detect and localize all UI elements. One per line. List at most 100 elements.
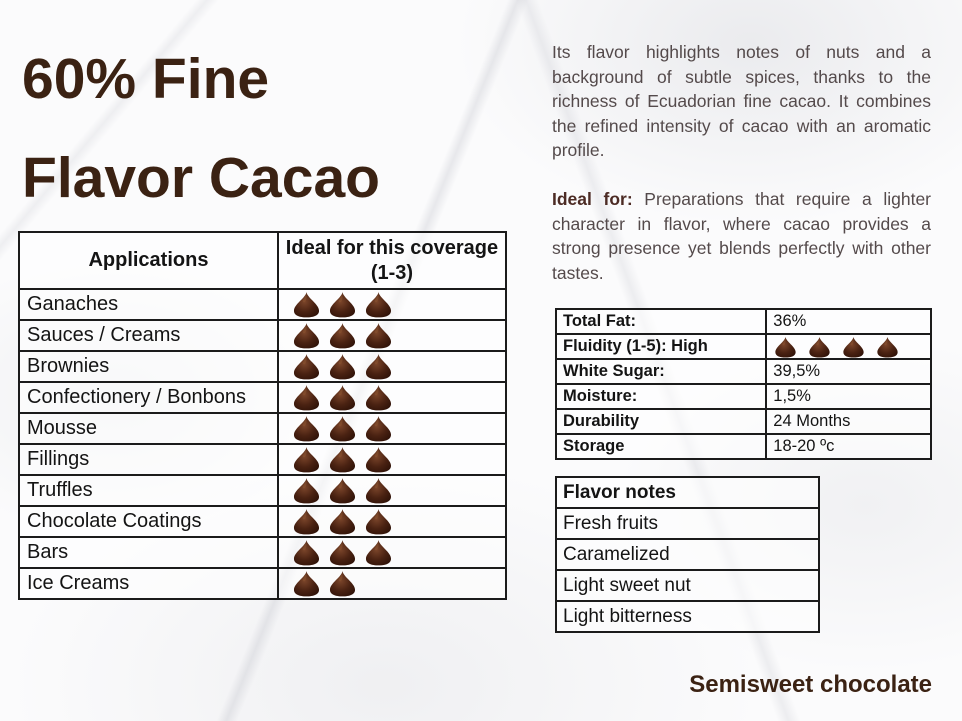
table-row: Mousse [18,412,508,445]
chocolate-chip-icon [365,322,391,349]
chocolate-chip-icon [775,336,796,357]
coverage-rating [276,381,508,414]
application-label: Sauces / Creams [18,319,279,352]
application-label: Bars [18,536,279,569]
table-row: Total Fat: 36% [554,308,932,335]
product-type-label: Semisweet chocolate [689,671,932,698]
coverage-header-line1: Ideal for this coverage [285,236,499,259]
flavor-note: Light bitterness [555,600,820,633]
flavor-note: Light sweet nut [555,569,820,602]
table-row: Bars [18,536,508,569]
flavor-notes-header: Flavor notes [555,476,820,509]
spec-value: 36% [765,308,932,335]
page-title: 60% Fine Flavor Cacao [22,30,380,228]
chocolate-chip-icon [329,353,355,380]
chocolate-chip-icon [365,384,391,411]
chocolate-chip-icon [365,291,391,318]
application-label: Ice Creams [18,567,279,600]
applications-table: Applications Ideal for this coverage (1-… [18,231,508,600]
flavor-notes-table: Flavor notes Fresh fruits Caramelized Li… [555,476,820,633]
spec-label: Fluidity (1-5): High [554,333,768,360]
chocolate-chip-icon [293,415,319,442]
chocolate-chip-icon [365,415,391,442]
spec-label: White Sugar: [554,358,768,385]
coverage-rating [276,288,508,321]
spec-value: 1,5% [765,383,932,410]
chocolate-chip-icon [365,477,391,504]
application-label: Fillings [18,443,279,476]
fluidity-rating [765,333,932,360]
coverage-header-line2: (1-3) [370,261,414,284]
table-row: Flavor notes [555,476,820,509]
chocolate-chip-icon [293,384,319,411]
page-title-line2: Flavor Cacao [22,146,380,210]
chocolate-chip-icon [329,446,355,473]
table-row: Light bitterness [555,600,820,633]
table-row: Ice Creams [18,567,508,600]
chocolate-chip-icon [329,539,355,566]
coverage-rating [276,567,508,600]
spec-value: 39,5% [765,358,932,385]
spec-label: Moisture: [554,383,768,410]
chocolate-chip-icon [329,415,355,442]
specs-table: Total Fat: 36% Fluidity (1-5): High Whit… [554,308,932,460]
chocolate-chip-icon [329,322,355,349]
chocolate-chip-icon [293,477,319,504]
chocolate-chip-icon [293,353,319,380]
coverage-header: Ideal for this coverage (1-3) [276,231,508,290]
application-label: Brownies [18,350,279,383]
flavor-note: Caramelized [555,538,820,571]
table-row: Confectionery / Bonbons [18,381,508,414]
applications-header-row: Applications Ideal for this coverage (1-… [18,231,508,290]
table-row: Moisture: 1,5% [554,383,932,410]
flavor-note: Fresh fruits [555,507,820,540]
ideal-for-paragraph: Ideal for: Preparations that require a l… [552,187,931,285]
chocolate-chip-icon [365,539,391,566]
coverage-rating [276,474,508,507]
chocolate-chip-icon [329,384,355,411]
chocolate-chip-icon [329,291,355,318]
chocolate-chip-icon [329,477,355,504]
chocolate-chip-icon [329,508,355,535]
spec-label: Storage [554,433,768,460]
flavor-description: Its flavor highlights notes of nuts and … [552,42,931,160]
application-label: Mousse [18,412,279,445]
coverage-rating [276,505,508,538]
table-row: Ganaches [18,288,508,321]
ideal-for-label: Ideal for: [552,189,633,209]
chocolate-chip-icon [809,336,830,357]
coverage-rating [276,443,508,476]
table-row: Sauces / Creams [18,319,508,352]
coverage-rating [276,536,508,569]
chocolate-chip-icon [293,508,319,535]
table-row: Caramelized [555,538,820,571]
table-row: Chocolate Coatings [18,505,508,538]
table-row: Fresh fruits [555,507,820,540]
coverage-rating [276,319,508,352]
chocolate-chip-icon [365,508,391,535]
chocolate-chip-icon [293,322,319,349]
chocolate-chip-icon [293,570,319,597]
coverage-rating [276,412,508,445]
page-title-line1: 60% Fine [22,47,270,111]
application-label: Ganaches [18,288,279,321]
spec-value: 24 Months [765,408,932,435]
application-label: Confectionery / Bonbons [18,381,279,414]
application-label: Chocolate Coatings [18,505,279,538]
table-row: Brownies [18,350,508,383]
ideal-for-text: Preparations that require a lighter char… [552,189,932,283]
coverage-rating [276,350,508,383]
table-row: Light sweet nut [555,569,820,602]
chocolate-chip-icon [293,539,319,566]
chocolate-chip-icon [365,353,391,380]
chocolate-chip-icon [365,446,391,473]
table-row: White Sugar: 39,5% [554,358,932,385]
applications-header: Applications [18,231,279,290]
chocolate-chip-icon [877,336,898,357]
table-row: Storage 18-20 ºc [554,433,932,460]
chocolate-chip-icon [329,570,355,597]
table-row: Fluidity (1-5): High [554,333,932,360]
spec-label: Total Fat: [554,308,768,335]
table-row: Truffles [18,474,508,507]
